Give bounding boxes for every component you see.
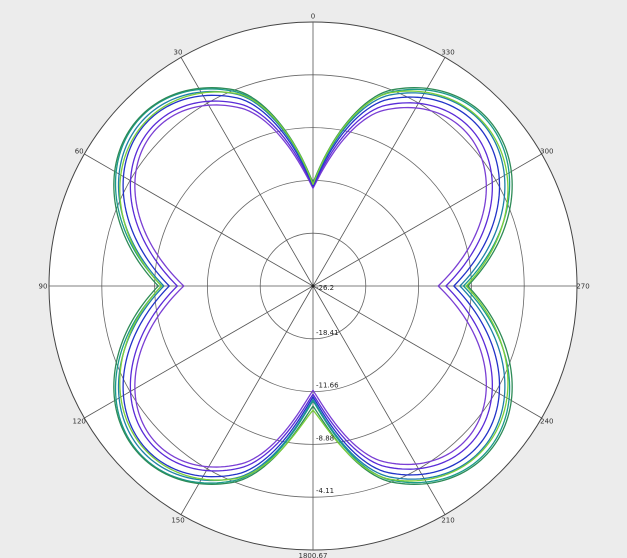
radial-tick-label: -4.11 [316, 487, 334, 495]
angle-tick-label: 150 [171, 516, 184, 524]
angle-tick-label: 1800.67 [299, 552, 328, 558]
radial-tick-label: -11.66 [316, 382, 339, 390]
series-line [114, 88, 511, 484]
grid-spoke [84, 153, 314, 287]
series-line [134, 104, 487, 468]
grid-spoke [312, 285, 542, 419]
series-layer [113, 87, 513, 485]
angle-tick-label: 30 [174, 49, 183, 57]
angle-tick-label: 330 [441, 49, 454, 57]
radial-tick-label: -8.88 [316, 434, 334, 442]
grid-spoke [312, 153, 542, 287]
angle-tick-label: 120 [72, 418, 85, 426]
angle-tick-label: 270 [576, 283, 589, 291]
angle-tick-label: 300 [540, 148, 553, 156]
label-layer: 0 30 60 90 120 150 210 240 270 300 330 1800.67 -26.2… [39, 13, 590, 558]
grid-spoke [84, 285, 314, 419]
series-line [113, 87, 513, 485]
center-point [311, 284, 315, 288]
radial-tick-label: -18.41 [316, 329, 339, 337]
angle-tick-label: 60 [75, 148, 84, 156]
radial-tick-label: -26.2 [316, 284, 334, 292]
grid-spoke [312, 285, 446, 515]
grid-spoke [312, 57, 446, 287]
angle-tick-label: 0 [311, 13, 315, 21]
angle-tick-label: 210 [441, 516, 454, 524]
angle-tick-label: 240 [540, 418, 553, 426]
angle-tick-label: 90 [39, 283, 48, 291]
series-line [119, 90, 509, 482]
series-line [129, 100, 493, 472]
series-line [122, 94, 501, 478]
series-line [117, 90, 506, 482]
